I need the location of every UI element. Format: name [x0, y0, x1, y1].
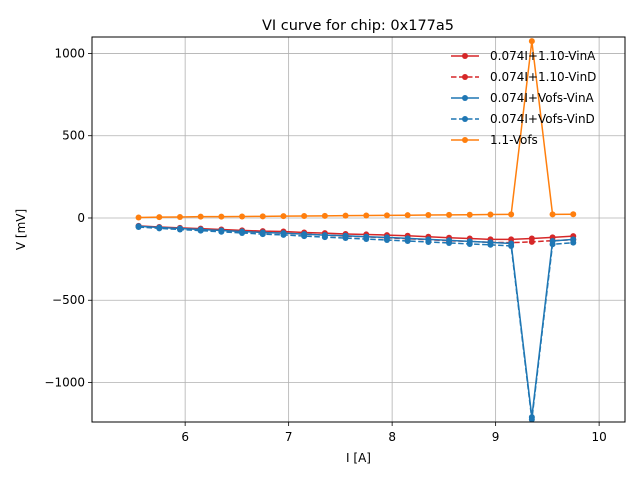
data-point: [197, 213, 204, 220]
legend-entry: 0.074I+1.10-VinD: [451, 70, 596, 84]
legend-entry: 1.1-Vofs: [451, 133, 538, 147]
data-point: [135, 214, 142, 221]
data-point: [508, 242, 515, 249]
data-point: [363, 236, 370, 243]
data-point: [259, 213, 266, 220]
data-point: [383, 237, 390, 244]
series-line: [138, 225, 574, 241]
data-point: [404, 238, 411, 245]
x-tick-label: 8: [388, 430, 396, 444]
data-point: [176, 226, 183, 233]
series-4: [135, 224, 577, 423]
ticks: 6 7 8 9 10 −1000 −500 0 500 1000: [44, 46, 606, 444]
data-point: [487, 211, 494, 218]
series-line: [138, 225, 574, 418]
data-point: [135, 224, 142, 231]
legend-label: 0.074I+Vofs-VinA: [490, 91, 595, 105]
data-point: [570, 239, 577, 246]
data-point: [425, 239, 432, 246]
data-point: [239, 229, 246, 236]
legend-marker: [462, 53, 468, 59]
data-point: [570, 211, 577, 218]
data-point: [363, 212, 370, 219]
legend-label: 1.1-Vofs: [490, 133, 538, 147]
legend-label: 0.074I+1.10-VinD: [490, 70, 596, 84]
legend-label: 0.074I+Vofs-VinD: [490, 112, 595, 126]
data-point: [549, 241, 556, 248]
data-point: [466, 240, 473, 247]
legend: 0.074I+1.10-VinA 0.074I+1.10-VinD 0.074I+V…: [451, 49, 596, 147]
series-5: [135, 38, 577, 221]
legend-marker: [462, 116, 468, 122]
y-tick-label: −500: [52, 293, 85, 307]
legend-entry: 0.074I+Vofs-VinA: [451, 91, 595, 105]
data-point: [528, 238, 535, 245]
data-point: [508, 211, 515, 218]
legend-marker: [462, 95, 468, 101]
y-tick-label: 500: [62, 129, 85, 143]
y-tick-label: −1000: [44, 376, 85, 390]
y-tick-label: 1000: [54, 46, 85, 60]
y-axis-title: V [mV]: [14, 209, 28, 250]
data-point: [549, 211, 556, 218]
data-point: [425, 212, 432, 219]
data-point: [528, 38, 535, 45]
data-point: [301, 233, 308, 240]
data-point: [321, 212, 328, 219]
data-point: [156, 214, 163, 221]
legend-marker: [462, 74, 468, 80]
data-point: [176, 213, 183, 220]
data-point: [528, 416, 535, 423]
data-point: [342, 212, 349, 219]
series-line: [138, 226, 574, 421]
y-tick-label: 0: [77, 211, 85, 225]
data-point: [383, 212, 390, 219]
legend-entry: 0.074I+Vofs-VinD: [451, 112, 595, 126]
data-point: [239, 213, 246, 220]
x-tick-label: 10: [591, 430, 606, 444]
data-point: [301, 213, 308, 220]
data-point: [218, 213, 225, 220]
data-point: [446, 239, 453, 246]
data-point: [280, 213, 287, 220]
data-point: [342, 235, 349, 242]
legend-marker: [462, 137, 468, 143]
x-tick-label: 9: [492, 430, 500, 444]
data-point: [321, 234, 328, 241]
data-point: [259, 231, 266, 238]
data-point: [280, 231, 287, 238]
series-line: [138, 40, 574, 219]
data-point: [156, 225, 163, 232]
data-point: [197, 227, 204, 234]
x-tick-label: 6: [181, 430, 189, 444]
data-point: [218, 228, 225, 235]
data-point: [446, 211, 453, 218]
chart-title: VI curve for chip: 0x177a5: [262, 18, 454, 34]
legend-entry: 0.074I+1.10-VinA: [451, 49, 596, 63]
legend-label: 0.074I+1.10-VinA: [490, 49, 596, 63]
x-axis-title: I [A]: [346, 451, 371, 465]
data-point: [487, 241, 494, 248]
series-group: [135, 38, 577, 423]
data-point: [466, 211, 473, 218]
x-tick-label: 7: [285, 430, 293, 444]
plot-area-frame: [91, 36, 626, 423]
data-point: [404, 212, 411, 219]
